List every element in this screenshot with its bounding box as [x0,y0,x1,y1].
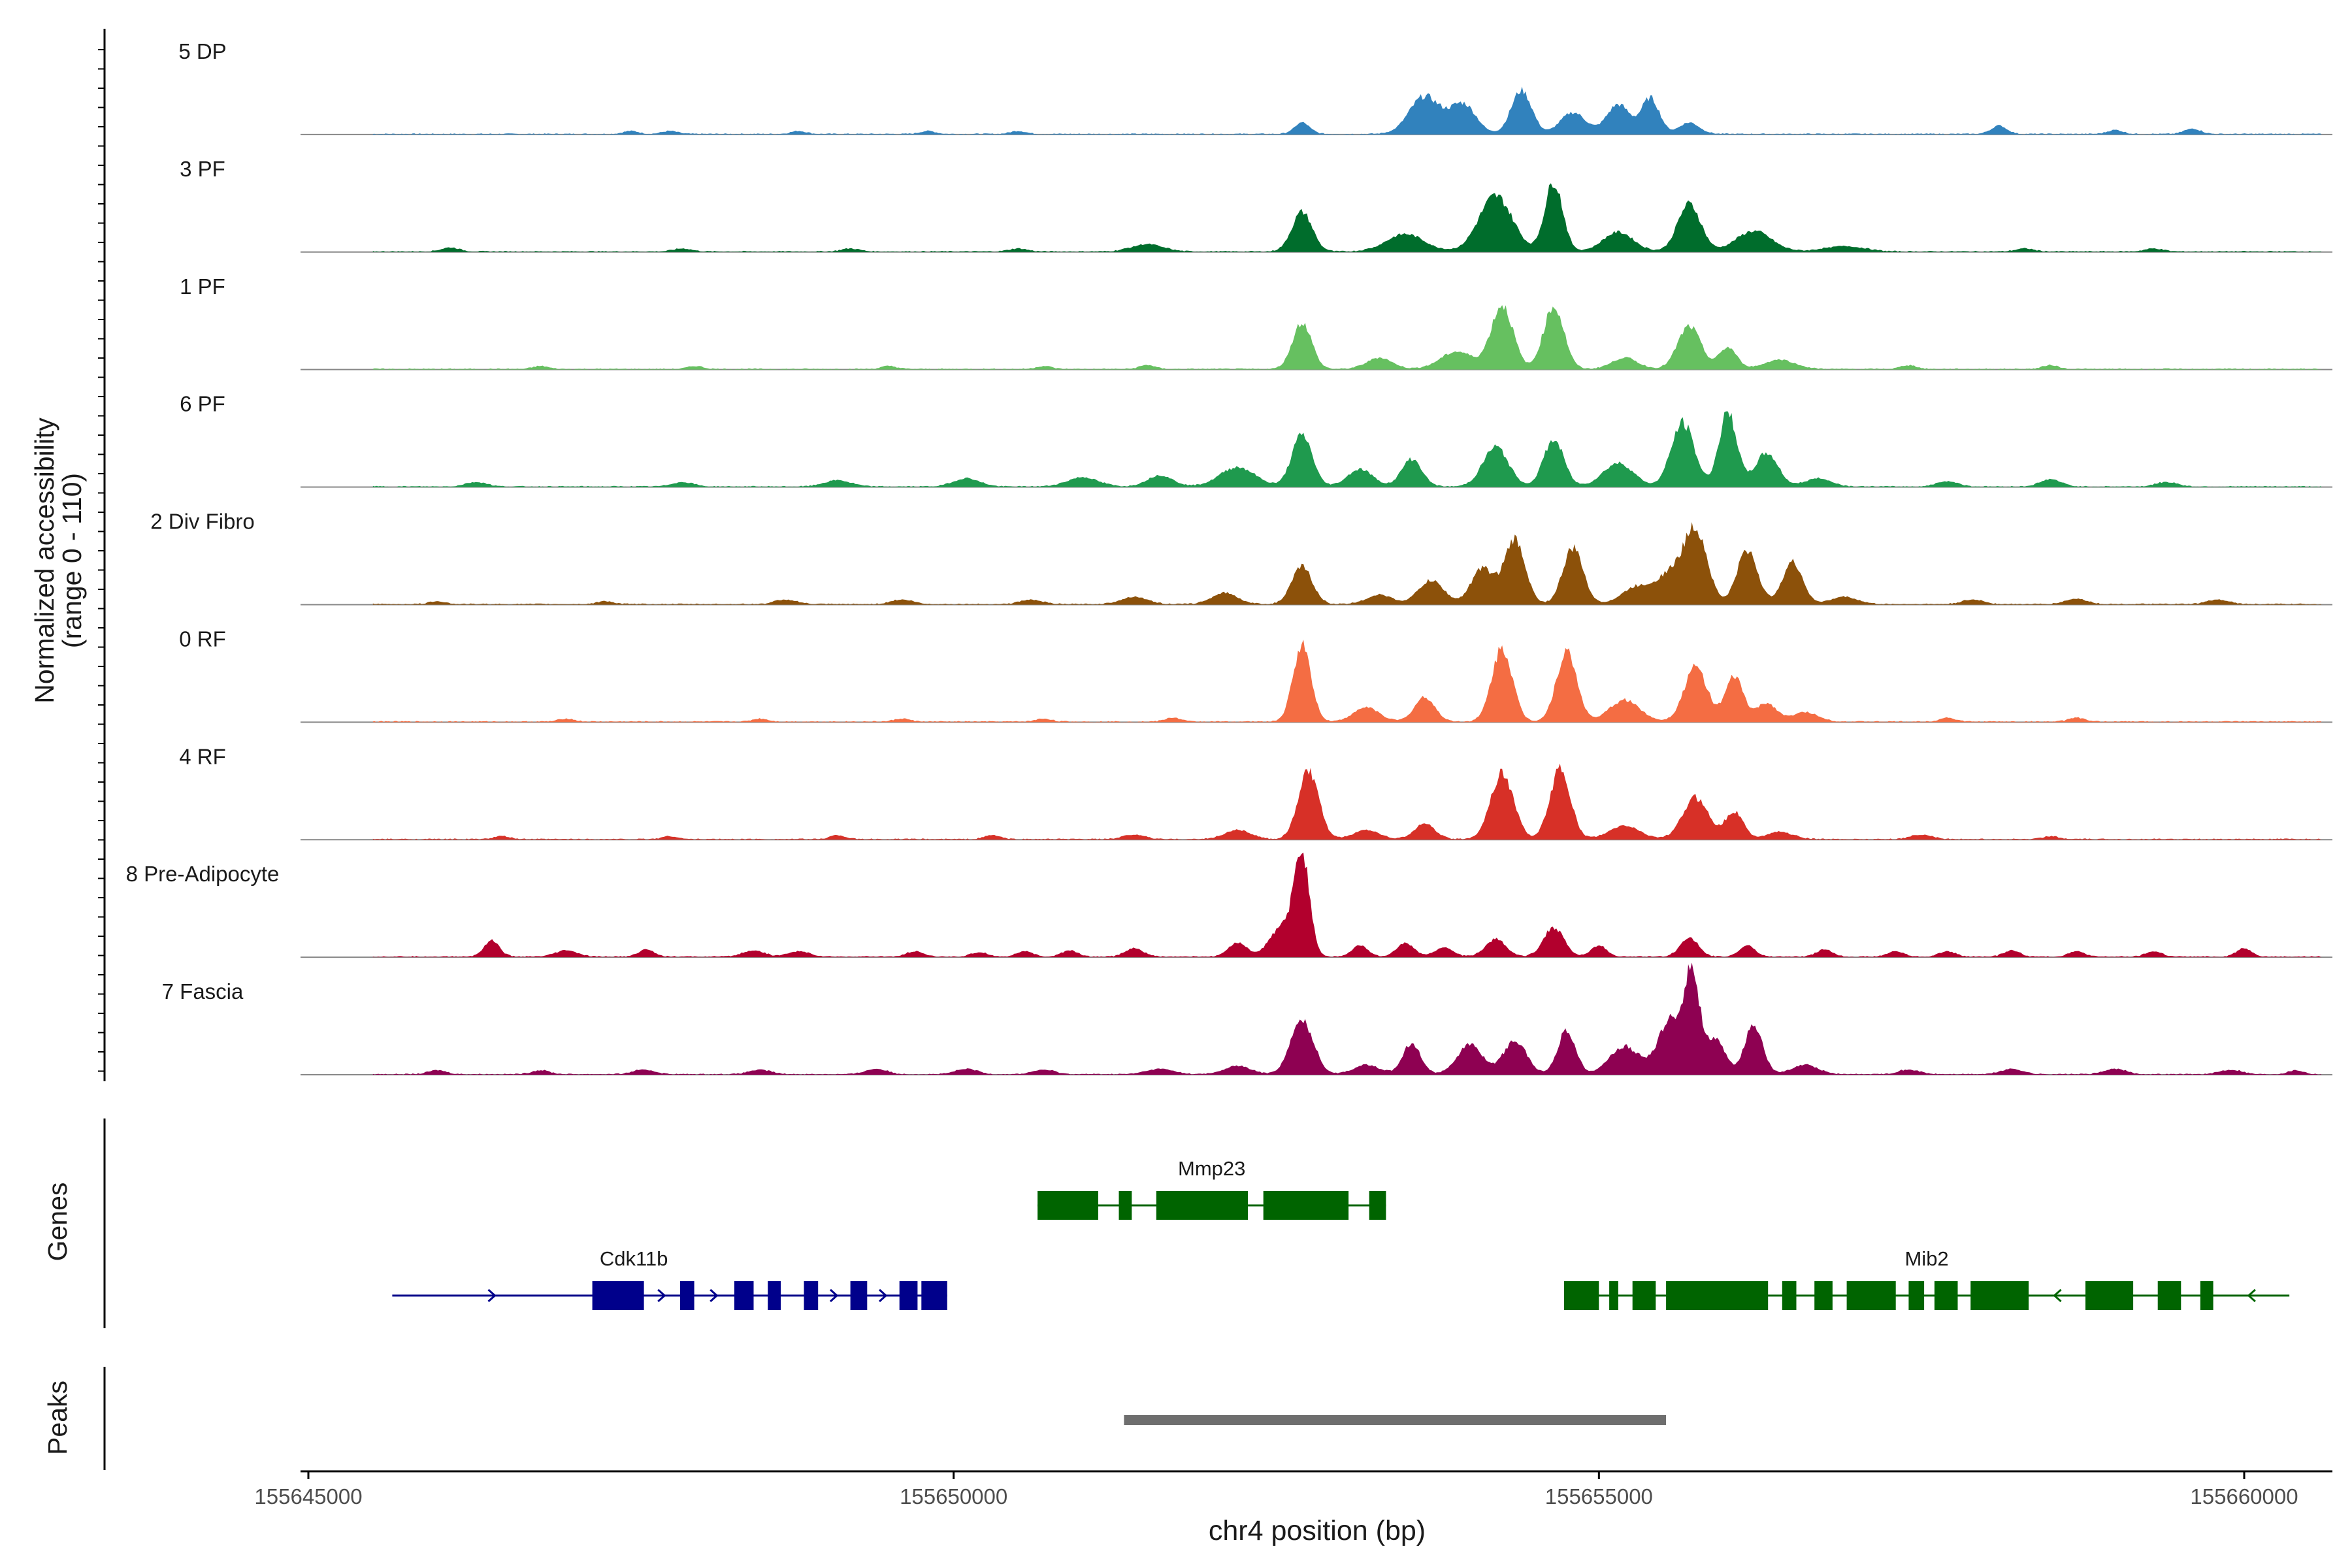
gene-exon [1119,1191,1132,1220]
gene-exon [1666,1281,1769,1310]
gene-exon [1369,1191,1386,1220]
track-3-pf: 3 PF [180,157,2332,253]
gene-exon [1908,1281,1925,1310]
genes-panel-title: Genes [42,1183,73,1262]
strand-chevron [710,1288,719,1303]
strand-chevron [2247,1288,2256,1303]
gene-exon [1970,1281,2029,1310]
gene-exon [1564,1281,1599,1310]
track-6-pf: 6 PF [180,392,2332,488]
gene-exon [2085,1281,2134,1310]
peaks-panel-title: Peaks [42,1380,73,1455]
peak-region [1124,1415,1666,1425]
gene-exon [1934,1281,1958,1310]
track-5-dp: 5 DP [178,39,2332,135]
gene-exon [592,1281,644,1310]
gene-exon [679,1281,694,1310]
strand-chevron [879,1288,888,1303]
track-label: 4 RF [179,744,226,768]
strand-chevron [657,1288,666,1303]
track-label: 8 Pre-Adipocyte [126,862,280,886]
gene-label: Mmp23 [1178,1157,1245,1180]
gene-exon [1156,1191,1248,1220]
y-axis-title-line2: (range 0 - 110) [57,473,87,648]
gene-exon [1037,1191,1098,1220]
track-label: 3 PF [180,157,225,181]
x-tick-label: 155650000 [900,1484,1007,1509]
track-label: 5 DP [178,39,226,63]
track-7-fascia: 7 Fascia [162,962,2332,1075]
gene-mib2: Mib2 [1563,1247,2290,1310]
x-tick-label: 155655000 [1545,1484,1653,1509]
gene-exon [1632,1281,1656,1310]
track-8-pre-adipocyte: 8 Pre-Adipocyte [126,853,2332,958]
gene-exon [2157,1281,2181,1310]
gene-mmp23: Mmp23 [1037,1157,1386,1220]
gene-exon [921,1281,947,1310]
x-tick-label: 155660000 [2190,1484,2298,1509]
y-axis-title-line1: Normalized accessibility [29,417,59,704]
strand-chevron [2053,1288,2062,1303]
coverage-tracks: 5 DP 3 PF 1 PF 6 PF 2 Div Fibro 0 RF 4 RF 8 Pre… [98,29,2332,1081]
track-0-rf: 0 RF [179,627,2332,723]
track-label: 6 PF [180,392,225,416]
track-label: 0 RF [179,627,226,651]
gene-exon [1263,1191,1349,1220]
gene-label: Mib2 [1904,1247,1948,1270]
strand-chevron [829,1288,839,1303]
gene-exon [804,1281,819,1310]
track-label: 2 Div Fibro [150,510,255,534]
track-label: 1 PF [180,274,225,299]
peak-track [1124,1415,1666,1425]
strand-chevron [487,1288,497,1303]
gene-exon [1814,1281,1833,1310]
gene-label: Cdk11b [600,1247,668,1270]
gene-exon [1846,1281,1896,1310]
track-label: 7 Fascia [162,979,244,1004]
gene-exon [768,1281,781,1310]
gene-exon [1609,1281,1618,1310]
track-1-pf: 1 PF [180,274,2332,370]
x-axis: 155645000 155650000 155655000 155660000 [254,1470,2332,1509]
gene-exon [850,1281,868,1310]
gene-exon [1782,1281,1797,1310]
track-2-div-fibro: 2 Div Fibro [150,510,2332,606]
gene-exon [899,1281,918,1310]
gene-track: Mmp23 Cdk11b Mib2 [392,1157,2290,1310]
gene-cdk11b: Cdk11b [392,1247,947,1310]
gene-exon [2200,1281,2213,1310]
gene-exon [734,1281,754,1310]
track-4-rf: 4 RF [179,744,2332,841]
x-axis-title: chr4 position (bp) [1209,1515,1426,1546]
x-tick-label: 155645000 [254,1484,362,1509]
